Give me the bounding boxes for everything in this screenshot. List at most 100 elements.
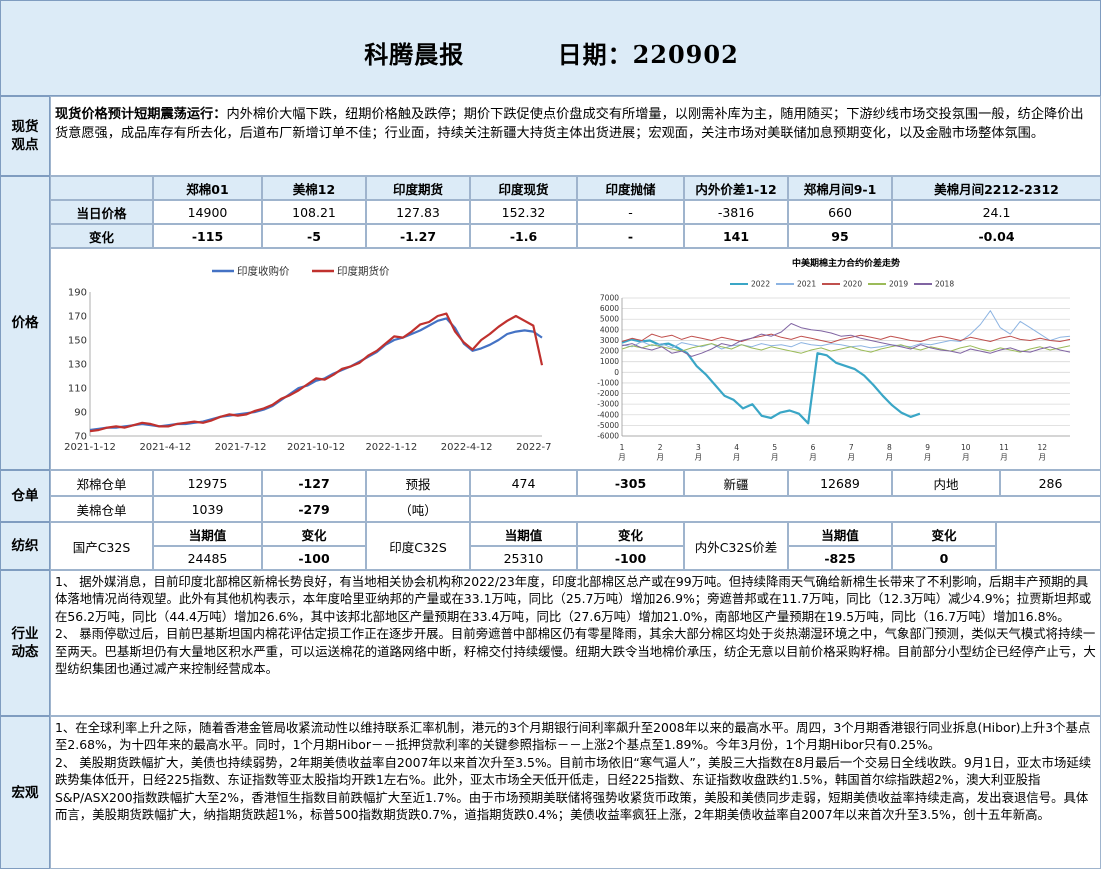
legend-label-1: 2021 (797, 280, 816, 289)
y-tick-6: 190 (68, 287, 87, 298)
y-tick-4: 150 (68, 335, 87, 346)
y-tick-13: 7000 (600, 294, 619, 303)
warehouse-forecast-label: 预报 (366, 470, 470, 496)
price-header-5: 内外价差1-12 (684, 176, 788, 200)
price-value-1: 108.21 (262, 200, 366, 224)
x-tick-11: 12 月 (1037, 443, 1047, 462)
textile-india-value: 25310 (470, 546, 577, 570)
textile-domestic-current-header: 当期值 (153, 522, 262, 546)
series-line-0 (89, 317, 543, 432)
textile-spread-label: 内外C32S价差 (684, 522, 788, 570)
y-tick-3: 130 (68, 359, 87, 370)
y-tick-9: 3000 (600, 336, 619, 345)
price-change-6: 95 (788, 224, 892, 248)
price-header-2: 印度期货 (366, 176, 470, 200)
spot-view-lead: 现货价格预计短期震荡运行： (55, 107, 227, 122)
spot-view-body: 内外棉价大幅下跌，纽期价格触及跌停；期价下跌促使点价盘成交有所增量，以刚需补库为… (55, 107, 1084, 141)
textile-india-current-header: 当期值 (470, 522, 577, 546)
x-tick-1: 2021-4-12 (139, 442, 191, 453)
y-tick-4: -2000 (597, 389, 619, 398)
macro-para-2: 2、 美股期货跌幅扩大，美债也持续弱势，2年期美债收益率自2007年以来首次升至… (55, 754, 1092, 823)
warehouse-zhengmian-value: 12975 (153, 470, 262, 496)
price-header-0: 郑棉01 (153, 176, 262, 200)
report-header: 科腾晨报 日期：220902 (0, 0, 1101, 96)
x-tick-10: 11 月 (999, 443, 1009, 462)
legend-label-3: 2019 (889, 280, 908, 289)
report-title: 科腾晨报 (364, 40, 465, 69)
textile-spread-change-header: 变化 (892, 522, 996, 546)
x-tick-3: 2021-10-12 (287, 442, 345, 453)
warehouse-forecast-change: -305 (577, 470, 684, 496)
section-label-spot: 现货 观点 (0, 96, 50, 176)
textile-spread-current-header: 当期值 (788, 522, 892, 546)
series-line-1 (621, 310, 1071, 350)
warehouse-inland-label: 内地 (892, 470, 1000, 496)
y-tick-8: 2000 (600, 347, 619, 356)
legend-label-0: 印度收购价 (237, 265, 290, 278)
textile-spread-change: 0 (892, 546, 996, 570)
textile-domestic-change: -100 (262, 546, 366, 570)
warehouse-us-label: 美棉仓单 (50, 496, 153, 522)
price-row-label-change: 变化 (50, 224, 153, 248)
x-tick-2: 2021-7-12 (215, 442, 267, 453)
x-tick-6: 2022-7-12 (516, 442, 552, 453)
section-label-price: 价格 (0, 176, 50, 470)
textile-domestic-label: 国产C32S (50, 522, 153, 570)
series-line-0 (621, 338, 921, 425)
price-header-4: 印度抛储 (577, 176, 684, 200)
textile-india-label: 印度C32S (366, 522, 470, 570)
y-tick-11: 5000 (600, 315, 619, 324)
price-value-6: 660 (788, 200, 892, 224)
warehouse-zhengmian-change: -127 (262, 470, 366, 496)
price-value-5: -3816 (684, 200, 788, 224)
price-change-1: -5 (262, 224, 366, 248)
section-label-warehouse: 仓单 (0, 470, 50, 522)
warehouse-zhengmian-label: 郑棉仓单 (50, 470, 153, 496)
y-tick-7: 1000 (600, 357, 619, 366)
x-tick-0: 2021-1-12 (64, 442, 116, 453)
section-label-industry: 行业 动态 (0, 570, 50, 716)
industry-para-1: 1、 据外媒消息，目前印度北部棉区新棉长势良好，有当地相关协会机构称2022/2… (55, 574, 1092, 624)
price-table-corner (50, 176, 153, 200)
macro-para-1: 1、在全球利率上升之际，随着香港金管局收紧流动性以维持联系汇率机制，港元的3个月… (55, 720, 1091, 753)
price-change-4: - (577, 224, 684, 248)
legend-label-2: 2020 (843, 280, 862, 289)
macro-text: 1、在全球利率上升之际，随着香港金管局收紧流动性以维持联系汇率机制，港元的3个月… (50, 716, 1101, 869)
y-tick-6: 0 (614, 368, 619, 377)
warehouse-us-change: -279 (262, 496, 366, 522)
warehouse-empty (470, 496, 1101, 522)
y-tick-1: 90 (74, 407, 87, 418)
series-line-3 (621, 343, 1071, 354)
textile-domestic-change-header: 变化 (262, 522, 366, 546)
price-value-3: 152.32 (470, 200, 577, 224)
y-tick-1: -5000 (597, 421, 619, 430)
series-line-4 (621, 323, 1071, 357)
y-tick-2: 110 (68, 383, 87, 394)
series-line-1 (89, 312, 544, 433)
price-header-7: 美棉月间2212-2312 (892, 176, 1101, 200)
y-tick-5: -1000 (597, 378, 619, 387)
price-change-5: 141 (684, 224, 788, 248)
price-value-0: 14900 (153, 200, 262, 224)
warehouse-xinjiang-value: 12689 (788, 470, 892, 496)
price-header-3: 印度现货 (470, 176, 577, 200)
x-tick-5: 2022-4-12 (441, 442, 493, 453)
price-row-label-today: 当日价格 (50, 200, 153, 224)
textile-india-change-header: 变化 (577, 522, 684, 546)
industry-para-2: 2、 暴雨停歇过后，目前巴基斯坦国内棉花评估定损工作正在逐步开展。目前旁遮普中部… (55, 626, 1096, 677)
textile-empty (996, 522, 1101, 570)
y-tick-0: -6000 (597, 432, 619, 441)
industry-text: 1、 据外媒消息，目前印度北部棉区新棉长势良好，有当地相关协会机构称2022/2… (50, 570, 1101, 716)
india-price-chart: 印度收购价 印度期货价 70 90 110 130 150 170 190 2021-1-12 20… (64, 265, 552, 454)
legend-label-0: 2022 (751, 280, 770, 289)
section-label-textile: 纺织 (0, 522, 50, 570)
section-label-macro: 宏观 (0, 716, 50, 869)
